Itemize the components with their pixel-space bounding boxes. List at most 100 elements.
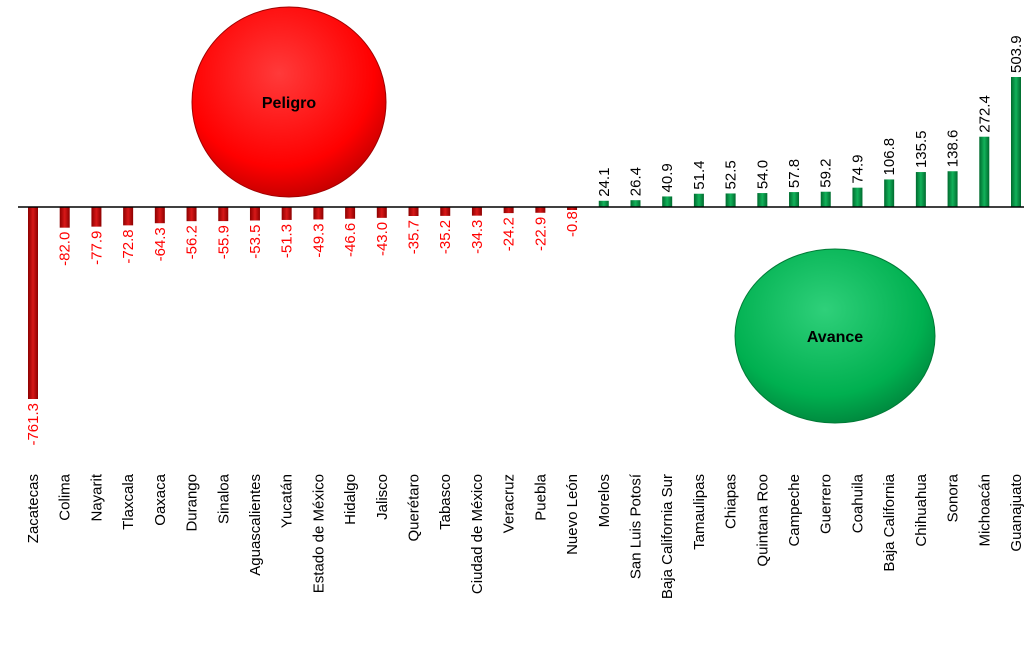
bar-tlaxcala xyxy=(123,207,134,226)
bar-coahuila xyxy=(852,187,863,207)
value-label: -55.9 xyxy=(215,225,232,259)
category-label: Campeche xyxy=(786,474,803,547)
bar-san-luis-potosí xyxy=(630,200,641,207)
category-label: Baja California Sur xyxy=(659,474,676,599)
category-label: Sinaloa xyxy=(215,473,232,524)
category-label: Zacatecas xyxy=(25,474,42,543)
value-label: 54.0 xyxy=(754,160,771,189)
value-label: -77.9 xyxy=(88,231,105,265)
bar-baja-california-sur xyxy=(662,196,673,207)
value-label: -0.8 xyxy=(564,211,581,237)
category-label: Guanajuato xyxy=(1008,474,1025,552)
bar-querétaro xyxy=(408,207,419,217)
category-label: Aguascalientes xyxy=(247,474,264,576)
bar-aguascalientes xyxy=(249,207,260,221)
category-label: Baja California xyxy=(881,473,898,571)
category-label: Tabasco xyxy=(437,474,454,530)
category-label: Durango xyxy=(184,474,201,532)
value-label: -35.2 xyxy=(437,220,454,254)
value-label: 106.8 xyxy=(881,138,898,176)
value-label: 40.9 xyxy=(659,163,676,192)
category-label: Tlaxcala xyxy=(120,473,137,530)
value-label: 52.5 xyxy=(723,160,740,189)
value-label: 51.4 xyxy=(691,161,708,190)
category-label: Querétaro xyxy=(406,474,423,542)
bar-chihuahua xyxy=(915,172,926,207)
category-label: Tamaulipas xyxy=(691,474,708,550)
bar-yucatán xyxy=(281,207,292,220)
bars-group xyxy=(28,77,1021,399)
value-label: 74.9 xyxy=(849,154,866,183)
category-label: Quintana Roo xyxy=(754,474,771,567)
value-label: -35.7 xyxy=(406,220,423,254)
bar-nuevo-león xyxy=(567,207,578,210)
value-label: -49.3 xyxy=(310,223,327,257)
category-label: Coahuila xyxy=(849,473,866,533)
value-label: 272.4 xyxy=(976,95,993,133)
bar-morelos xyxy=(598,200,609,207)
value-label: -53.5 xyxy=(247,224,264,258)
category-label: Oaxaca xyxy=(152,473,169,525)
value-label: -64.3 xyxy=(152,227,169,261)
value-label: 26.4 xyxy=(627,167,644,196)
value-label: 57.8 xyxy=(786,159,803,188)
bar-estado-de-méxico xyxy=(313,207,324,220)
value-label: 24.1 xyxy=(596,168,613,197)
bar-chiapas xyxy=(725,193,736,207)
category-label: Puebla xyxy=(532,473,549,520)
peligro-circle xyxy=(191,6,387,198)
value-label: 59.2 xyxy=(818,159,835,188)
bar-tabasco xyxy=(440,207,451,216)
category-label: Chiapas xyxy=(723,474,740,529)
value-label: -24.2 xyxy=(501,217,518,251)
value-label: -72.8 xyxy=(120,229,137,263)
value-label: 503.9 xyxy=(1008,35,1025,73)
category-label: Morelos xyxy=(596,474,613,527)
value-label: 138.6 xyxy=(945,130,962,168)
bar-guanajuato xyxy=(1011,77,1021,207)
value-label: -46.6 xyxy=(342,223,359,257)
bar-campeche xyxy=(789,192,800,207)
value-label: -51.3 xyxy=(279,224,296,258)
bar-tamaulipas xyxy=(693,193,704,207)
bar-ciudad-de-méxico xyxy=(471,207,482,216)
bar-veracruz xyxy=(503,207,514,214)
bar-michoacán xyxy=(979,136,990,207)
category-label: Chihuahua xyxy=(913,473,930,546)
value-label: -82.0 xyxy=(57,232,74,266)
avance-bubble: Avance xyxy=(734,248,936,424)
avance-circle xyxy=(734,248,936,424)
bar-quintana-roo xyxy=(757,193,768,207)
value-label: -761.3 xyxy=(25,403,42,446)
avance-label: Avance xyxy=(807,329,863,346)
peligro-bubble: Peligro xyxy=(191,6,387,198)
category-label: Nayarit xyxy=(88,473,105,521)
value-label: -43.0 xyxy=(374,222,391,256)
bar-guerrero xyxy=(820,191,831,207)
category-label: Sonora xyxy=(945,473,962,522)
category-label: Colima xyxy=(57,473,74,520)
bar-sinaloa xyxy=(218,207,229,222)
category-label: Veracruz xyxy=(501,474,518,533)
value-label: -56.2 xyxy=(184,225,201,259)
bar-jalisco xyxy=(376,207,387,218)
bar-colima xyxy=(59,207,70,228)
category-label: Yucatán xyxy=(279,474,296,528)
category-label: San Luis Potosí xyxy=(627,473,644,579)
bar-hidalgo xyxy=(345,207,356,219)
category-labels-group: Zacatecas Colima Nayarit Tlaxcala Oaxaca Dura… xyxy=(25,473,1025,599)
category-label: Jalisco xyxy=(374,474,391,520)
value-label: -22.9 xyxy=(532,217,549,251)
category-label: Guerrero xyxy=(818,474,835,534)
value-labels-group: -761.3 -82.0 -77.9 -72.8 -64.3 -56.2 -55.9 -53.… xyxy=(25,35,1025,445)
bar-baja-california xyxy=(884,179,895,207)
peligro-label: Peligro xyxy=(262,95,316,112)
value-label: 135.5 xyxy=(913,130,930,168)
category-label: Ciudad de México xyxy=(469,474,486,594)
bar-oaxaca xyxy=(154,207,165,224)
category-label: Nuevo León xyxy=(564,474,581,555)
bar-sonora xyxy=(947,171,958,207)
category-label: Michoacán xyxy=(976,474,993,547)
category-label: Estado de México xyxy=(310,474,327,593)
